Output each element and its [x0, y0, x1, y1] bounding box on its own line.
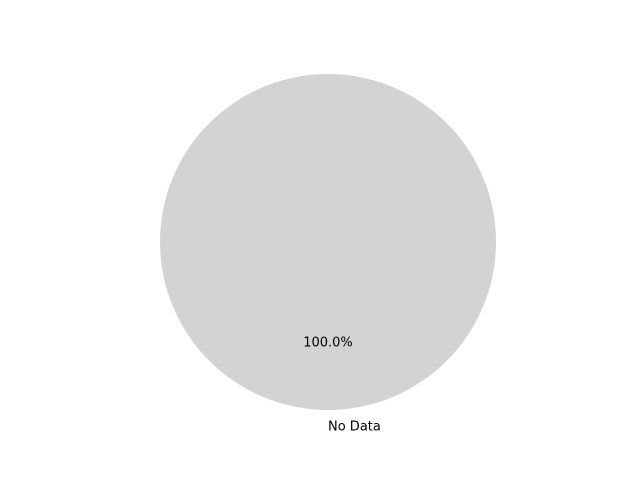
- pie-slices: [160, 74, 496, 410]
- slice-percent-label: 100.0%: [303, 335, 353, 350]
- slice-category-label: No Data: [328, 419, 381, 434]
- pie-labels: 100.0% No Data: [303, 335, 381, 434]
- pie-slice: [160, 74, 496, 410]
